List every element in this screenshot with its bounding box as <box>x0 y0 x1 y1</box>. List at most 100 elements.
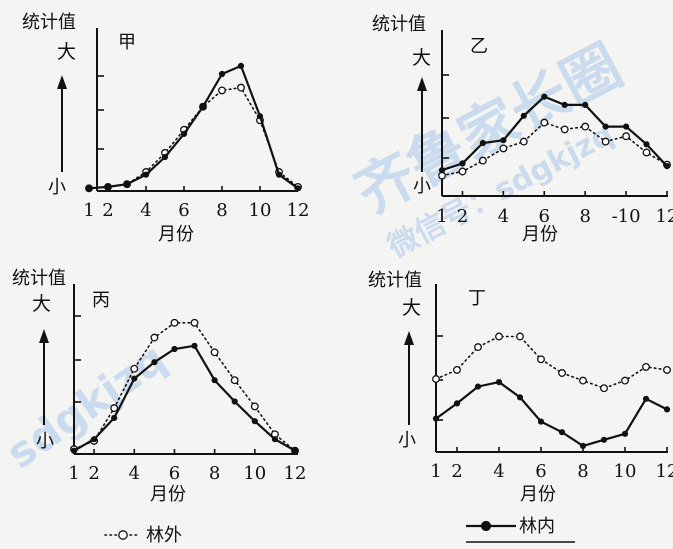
point-outside-8 <box>210 348 219 357</box>
point-inside-12 <box>294 185 302 192</box>
x-tick-label: 12 <box>656 206 673 227</box>
legend-inside-marker <box>480 520 492 532</box>
x-tick-label: 8 <box>216 200 227 221</box>
point-inside-8 <box>211 377 218 384</box>
y-axis-label: 统计值 <box>22 12 76 33</box>
point-outside-11 <box>642 362 650 371</box>
panel-title: 乙 <box>470 36 488 57</box>
point-inside-2 <box>453 400 461 407</box>
y-ticks <box>442 74 449 159</box>
x-tick-label: 10 <box>249 200 272 221</box>
point-inside-6 <box>541 93 548 100</box>
point-inside-1 <box>85 185 93 192</box>
y-axis-label: 统计值 <box>372 14 426 35</box>
x-tick-label: 1 <box>83 200 94 221</box>
point-inside-8 <box>582 101 589 109</box>
panel-title: 甲 <box>118 32 136 53</box>
point-inside-10 <box>251 418 258 425</box>
point-outside-3 <box>474 343 482 352</box>
point-inside-10 <box>623 123 630 130</box>
x-tick-label: 10 <box>243 463 266 484</box>
point-inside-4 <box>142 171 150 178</box>
legend-inside: 林内 <box>466 516 575 543</box>
plot-area <box>438 93 671 180</box>
point-inside-10 <box>621 430 629 437</box>
point-inside-12 <box>291 447 299 454</box>
point-outside-2 <box>458 167 467 176</box>
x-tick-label: 1 <box>430 461 441 482</box>
x-tick-label: 1 <box>436 206 447 227</box>
y-ticks <box>74 315 81 403</box>
point-outside-10 <box>622 132 631 141</box>
point-outside-7 <box>190 318 199 327</box>
x-tick-label: 8 <box>209 463 220 484</box>
point-outside-10 <box>621 376 629 385</box>
point-inside-5 <box>516 394 524 401</box>
point-inside-1 <box>432 415 440 422</box>
watermark-text-3: sdgkjzq <box>0 334 175 479</box>
point-inside-3 <box>111 414 118 421</box>
point-inside-7 <box>561 101 568 109</box>
point-inside-11 <box>275 171 283 178</box>
point-inside-4 <box>495 379 503 386</box>
point-outside-3 <box>478 156 487 165</box>
point-inside-5 <box>161 153 169 161</box>
point-outside-4 <box>499 144 508 153</box>
series-line-inside <box>435 380 668 448</box>
legend-outside: 林外 <box>104 525 182 546</box>
point-outside-6 <box>540 118 549 127</box>
x-tick-label: -10 <box>612 206 641 227</box>
point-inside-8 <box>579 442 587 449</box>
x-axis-label: 月份 <box>520 484 556 505</box>
x-ticks: 1 2 4 6 8 -10 12 <box>436 191 673 227</box>
x-tick-label: 12 <box>656 461 673 482</box>
plot-area <box>432 332 671 449</box>
x-tick-label: 8 <box>579 206 590 227</box>
point-outside-3 <box>110 404 119 413</box>
point-outside-9 <box>230 376 239 385</box>
x-tick-label: 4 <box>493 461 504 482</box>
x-axis-label: 月份 <box>522 224 558 245</box>
point-inside-3 <box>123 181 131 188</box>
series-line-outside <box>435 335 668 390</box>
x-tick-label: 8 <box>577 461 588 482</box>
y-arrow-head <box>57 75 67 89</box>
y-top-label: 大 <box>32 293 51 315</box>
point-inside-3 <box>474 383 482 390</box>
y-bottom-label: 小 <box>36 431 54 452</box>
point-outside-8 <box>218 86 226 95</box>
x-tick-label: 6 <box>539 206 550 227</box>
y-axis-label: 统计值 <box>12 268 66 289</box>
point-inside-12 <box>663 406 671 413</box>
watermark: 齐鲁家长圈 微信号：sdgkjzq sdgkjzq <box>0 31 633 478</box>
point-inside-9 <box>602 123 609 130</box>
point-inside-6 <box>180 130 188 137</box>
y-bottom-label: 小 <box>398 430 416 451</box>
point-outside-8 <box>581 122 590 131</box>
x-ticks: 1 2 4 6 8 10 12 <box>430 447 673 482</box>
point-inside-7 <box>558 429 566 436</box>
panel-title: 丁 <box>468 288 486 309</box>
panel-title: 丙 <box>92 290 110 311</box>
x-tick-label: 2 <box>451 461 462 482</box>
y-bottom-label: 小 <box>413 176 431 197</box>
panel-jia: 统计值 大 小 甲 月份 1 2 4 6 8 10 12 <box>22 12 309 245</box>
point-outside-7 <box>560 125 569 134</box>
x-tick-label: 12 <box>287 200 310 221</box>
point-inside-9 <box>237 62 245 70</box>
point-outside-6 <box>537 355 545 364</box>
point-outside-5 <box>150 333 159 342</box>
point-inside-7 <box>199 103 207 110</box>
point-inside-4 <box>500 137 507 144</box>
y-ticks <box>97 75 104 150</box>
y-arrow-head <box>417 77 427 91</box>
x-tick-label: 4 <box>129 463 140 484</box>
point-inside-5 <box>520 112 527 119</box>
point-inside-4 <box>131 375 138 382</box>
y-top-label: 大 <box>412 47 431 69</box>
point-inside-9 <box>231 398 238 405</box>
point-inside-3 <box>479 139 486 147</box>
point-outside-7 <box>558 369 566 377</box>
legend-outside-marker <box>118 530 128 540</box>
